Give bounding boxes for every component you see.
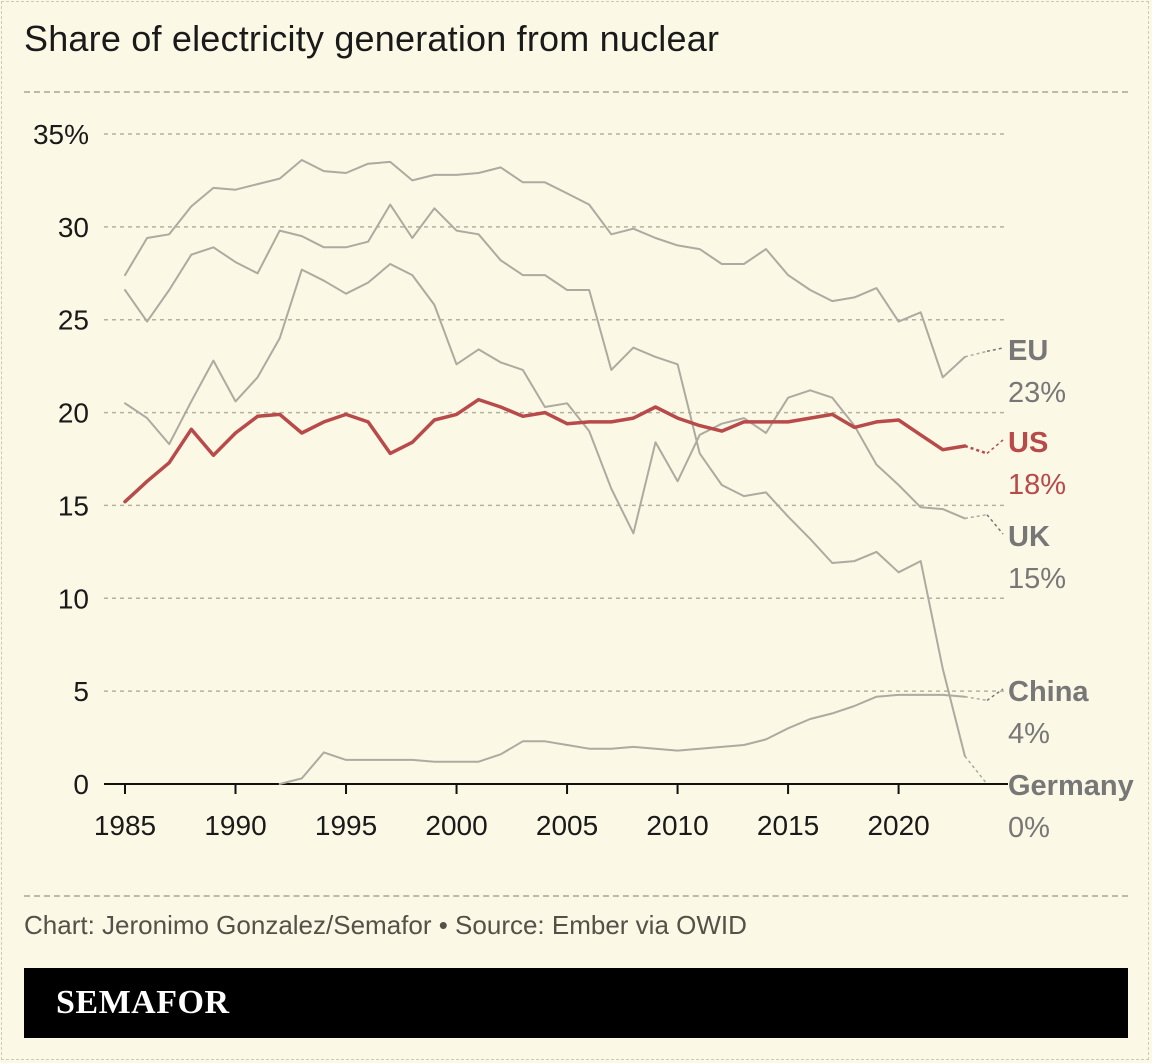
series-label-uk: UK	[1008, 521, 1050, 553]
series-label-germany: Germany	[1008, 770, 1134, 802]
series-line-uk	[124, 263, 966, 535]
series-label-eu: EU	[1008, 335, 1048, 367]
x-tick-label: 2005	[536, 810, 598, 841]
chart-title: Share of electricity generation from nuc…	[24, 18, 720, 59]
y-tick-label: 20	[58, 398, 89, 429]
series-line-germany-latest	[964, 755, 988, 785]
label-leader-uk	[986, 514, 1004, 535]
y-tick-label: 25	[58, 305, 89, 336]
top-divider	[24, 91, 1128, 93]
series-line-us	[123, 397, 967, 504]
brand-bar: SEMAFOR	[24, 968, 1128, 1038]
x-tick-label: 2020	[867, 810, 929, 841]
source-credit: Chart: Jeronimo Gonzalez/Semafor • Sourc…	[24, 910, 747, 940]
x-tick-label: 2015	[757, 810, 819, 841]
series-line-china-latest	[964, 695, 988, 702]
y-tick-label: 0	[73, 769, 89, 800]
x-tick-label: 2000	[425, 810, 487, 841]
y-tick-label: 15	[58, 490, 89, 521]
x-tick-label: 2010	[646, 810, 708, 841]
y-tick-label: 30	[58, 212, 89, 243]
series-line-china	[278, 693, 966, 785]
series-line-eu-latest	[964, 350, 988, 358]
x-tick-label: 1990	[204, 810, 266, 841]
label-leader-eu	[986, 347, 1004, 353]
series-value-us: 18%	[1008, 469, 1066, 501]
x-tick-label: 1985	[94, 810, 156, 841]
series-line-us-latest	[964, 444, 988, 455]
semafor-logo: SEMAFOR	[56, 984, 230, 1021]
series-label-china: China	[1008, 676, 1089, 708]
x-tick-label: 1995	[315, 810, 377, 841]
series-line-germany	[124, 203, 966, 758]
y-tick-label: 10	[58, 583, 89, 614]
series-value-germany: 0%	[1008, 812, 1050, 844]
y-tick-label: 5	[73, 676, 89, 707]
series-value-china: 4%	[1008, 718, 1050, 750]
bottom-divider	[24, 895, 1128, 897]
series-label-us: US	[1008, 427, 1048, 459]
series-line-eu	[124, 159, 966, 379]
y-tick-label: 35%	[33, 119, 89, 150]
series-value-uk: 15%	[1008, 563, 1066, 595]
series-value-eu: 23%	[1008, 377, 1066, 409]
series-line-uk-latest	[964, 513, 988, 520]
label-leader-us	[986, 439, 1004, 455]
